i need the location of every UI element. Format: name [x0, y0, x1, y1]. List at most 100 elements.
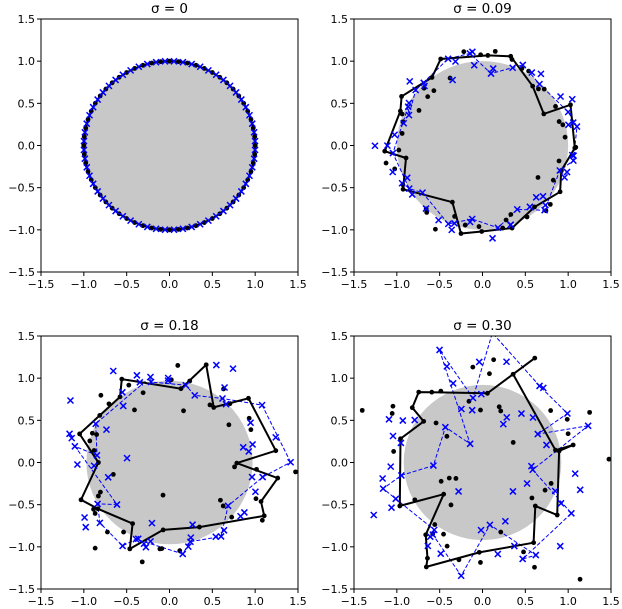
black-point	[158, 59, 163, 65]
black-point	[535, 175, 541, 180]
blue-cross-point	[90, 462, 98, 470]
blue-cross-point	[557, 499, 565, 507]
blue-cross-point	[146, 373, 155, 381]
blue-cross-point	[68, 434, 76, 442]
blue-cross-point	[119, 212, 127, 220]
black-point	[461, 49, 467, 55]
blue-cross-point	[519, 555, 527, 563]
black-point	[556, 158, 562, 164]
blue-cross-point	[523, 479, 531, 488]
blue-cross-point	[170, 57, 178, 65]
blue-cross-point	[466, 49, 474, 57]
blue-cross-point	[457, 405, 465, 413]
black-point	[449, 199, 455, 205]
x-tick-label: 1.5	[602, 278, 620, 291]
black-point	[259, 517, 265, 523]
black-point	[252, 134, 258, 140]
black-point	[178, 386, 184, 392]
blue-cross-point	[392, 495, 400, 503]
x-tick-label: 1.5	[289, 595, 307, 608]
black-point	[510, 440, 516, 445]
black-point	[476, 224, 482, 229]
blue-cross-point	[148, 519, 156, 527]
y-tick-label: −1.0	[8, 224, 35, 237]
y-tick-label: 1.5	[331, 13, 349, 26]
blue-cross-point	[494, 224, 502, 232]
black-point	[498, 408, 504, 414]
black-point	[95, 506, 101, 512]
blue-cross-point	[179, 550, 187, 558]
black-point	[476, 549, 482, 555]
blue-cross-point	[219, 76, 227, 84]
black-point	[432, 522, 438, 527]
x-tick-label: −0.5	[113, 595, 140, 608]
black-point	[160, 527, 166, 533]
blue-cross-point	[379, 485, 387, 493]
blue-cross-point	[237, 187, 245, 195]
blue-cross-point	[424, 542, 432, 550]
blue-cross-point	[430, 526, 438, 534]
black-point	[293, 469, 298, 475]
black-point	[252, 151, 258, 157]
black-point	[573, 144, 579, 150]
plot-area	[80, 57, 259, 234]
blue-cross-point	[161, 226, 169, 234]
x-tick-label: 0.5	[204, 278, 222, 291]
blue-cross-point	[389, 432, 397, 440]
blue-cross-point	[489, 65, 497, 73]
black-point	[438, 388, 444, 394]
y-tick-label: −0.5	[8, 182, 35, 195]
blue-cross-point	[568, 95, 576, 103]
blue-cross-point	[81, 128, 89, 136]
black-point	[140, 390, 146, 396]
black-point	[429, 75, 435, 80]
blue-cross-point	[247, 419, 255, 427]
black-point	[441, 491, 447, 497]
blue-cross-point	[188, 60, 196, 68]
blue-cross-point	[188, 223, 196, 231]
blue-cross-point	[250, 155, 258, 163]
blue-cross-point	[81, 513, 89, 522]
blue-cross-point	[408, 190, 416, 198]
blue-cross-point	[405, 185, 413, 193]
black-point	[275, 475, 281, 481]
blue-cross-point	[429, 531, 437, 539]
blue-cross-point	[477, 390, 485, 398]
blue-cross-point	[132, 535, 140, 543]
y-tick-label: −1.0	[321, 541, 348, 554]
blue-cross-point	[517, 410, 525, 418]
blue-cross-point	[406, 77, 414, 85]
x-tick-label: −1.0	[70, 278, 97, 291]
black-point	[432, 226, 438, 232]
blue-cross-point	[391, 131, 399, 139]
blue-cross-point	[397, 471, 405, 479]
blue-cross-point	[539, 192, 547, 200]
y-tick-label: 0.5	[18, 414, 36, 427]
black-point	[587, 409, 593, 415]
blue-cross-point	[245, 172, 254, 180]
black-point	[456, 557, 462, 563]
y-tick-label: 1.5	[18, 330, 36, 343]
black-point	[226, 422, 232, 428]
x-tick-label: 1.0	[246, 278, 264, 291]
blue-cross-point	[535, 80, 544, 88]
blue-cross-point	[71, 442, 79, 450]
black-point	[119, 376, 125, 382]
blue-cross-point	[385, 415, 393, 423]
blue-cross-point	[127, 217, 135, 225]
blue-cross-point	[134, 535, 142, 543]
blue-cross-point	[532, 551, 540, 559]
blue-cross-point	[226, 82, 234, 90]
blue-cross-point	[503, 413, 511, 421]
black-point	[536, 86, 541, 92]
black-point	[106, 401, 112, 407]
blue-cross-point	[248, 473, 256, 481]
y-tick-label: −1.5	[8, 583, 35, 596]
x-tick-label: 0.0	[161, 595, 179, 608]
blue-cross-point	[112, 76, 120, 84]
black-point	[532, 204, 537, 210]
blue-cross-point	[443, 362, 451, 370]
blue-cross-point	[212, 212, 220, 220]
y-tick-label: 0.5	[331, 97, 349, 110]
y-tick-label: 0.0	[18, 457, 36, 470]
